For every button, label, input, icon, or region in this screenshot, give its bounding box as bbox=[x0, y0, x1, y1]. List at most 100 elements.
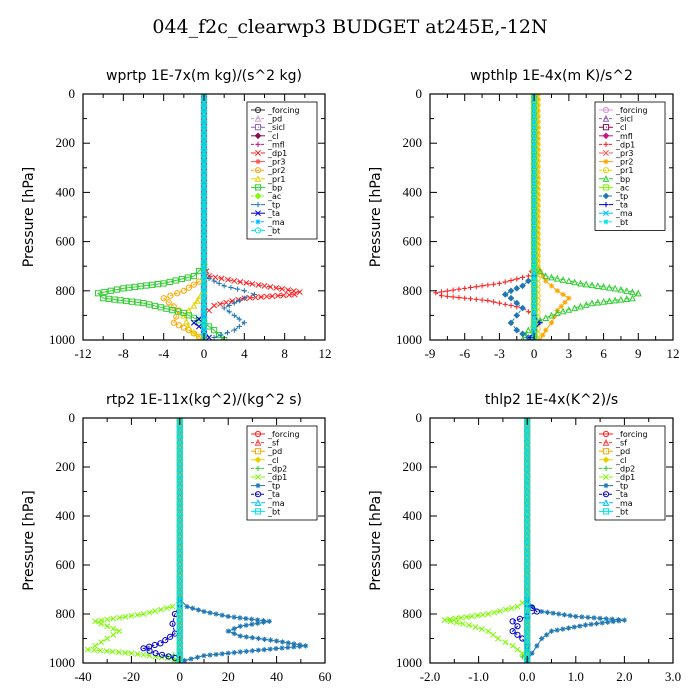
data-point bbox=[163, 605, 170, 612]
data-point bbox=[134, 611, 141, 618]
data-point bbox=[456, 286, 462, 292]
data-point bbox=[550, 610, 556, 616]
chart-panel-4: thlp2 1E-4x(K^2)/s Pressure [hPa] -2.0 -1.0… bbox=[368, 392, 681, 684]
data-point bbox=[531, 214, 537, 220]
data-point bbox=[235, 296, 242, 303]
data-point bbox=[531, 242, 537, 248]
legend-marker bbox=[602, 430, 610, 438]
data-point bbox=[255, 635, 262, 642]
data-point bbox=[588, 621, 594, 627]
data-point bbox=[195, 333, 203, 340]
data-point bbox=[531, 287, 537, 293]
data-point bbox=[629, 294, 636, 302]
legend-marker bbox=[602, 132, 610, 140]
data-point bbox=[241, 320, 247, 326]
data-point bbox=[548, 628, 555, 634]
data-point bbox=[485, 298, 491, 304]
data-point bbox=[213, 611, 219, 617]
data-point bbox=[566, 295, 572, 301]
legend-marker bbox=[254, 192, 262, 200]
data-point bbox=[591, 615, 597, 621]
data-point bbox=[165, 299, 172, 306]
x-tick-label: 3.0 bbox=[665, 669, 681, 684]
data-point bbox=[579, 614, 585, 620]
data-point bbox=[508, 302, 514, 309]
data-point bbox=[540, 332, 546, 338]
data-point bbox=[225, 628, 231, 634]
data-point bbox=[531, 124, 537, 131]
data-point bbox=[110, 625, 117, 632]
data-point bbox=[533, 608, 541, 615]
data-point bbox=[535, 135, 541, 142]
data-point bbox=[554, 288, 560, 294]
legend-entry: _bt bbox=[615, 507, 628, 516]
data-point bbox=[497, 608, 503, 615]
data-point bbox=[170, 303, 177, 310]
data-point bbox=[254, 617, 261, 623]
data-point bbox=[528, 334, 534, 340]
data-point bbox=[531, 259, 537, 265]
data-point bbox=[182, 317, 190, 325]
data-point bbox=[151, 302, 159, 310]
data-point bbox=[213, 651, 219, 658]
legend-entry: _tp bbox=[615, 192, 628, 201]
data-point bbox=[514, 623, 521, 630]
x-tick-label: -40 bbox=[74, 669, 91, 684]
legend-entry: _sf bbox=[267, 439, 279, 448]
data-point bbox=[252, 294, 259, 301]
data-point bbox=[131, 283, 138, 291]
series-line bbox=[511, 603, 538, 647]
data-point bbox=[249, 621, 255, 627]
data-point bbox=[261, 282, 268, 289]
data-point bbox=[290, 288, 297, 294]
data-point bbox=[502, 606, 509, 613]
data-point bbox=[146, 609, 153, 616]
data-point bbox=[140, 645, 147, 652]
data-point bbox=[600, 297, 607, 305]
data-point bbox=[122, 649, 129, 656]
data-point bbox=[531, 225, 537, 231]
data-point bbox=[273, 645, 279, 652]
legend-marker bbox=[603, 159, 609, 165]
legend-marker bbox=[255, 150, 261, 156]
data-point bbox=[496, 280, 503, 287]
data-point bbox=[531, 264, 537, 270]
data-point bbox=[531, 130, 537, 136]
data-point bbox=[241, 288, 247, 294]
data-point bbox=[623, 295, 631, 302]
data-point bbox=[558, 303, 564, 309]
x-tick-label: 20 bbox=[222, 669, 235, 684]
data-point bbox=[105, 295, 113, 302]
data-point bbox=[231, 278, 238, 284]
data-point bbox=[201, 186, 207, 192]
x-tick-label: 0 bbox=[177, 669, 184, 684]
data-point bbox=[485, 282, 491, 288]
data-point bbox=[243, 622, 249, 628]
data-point bbox=[110, 615, 117, 622]
x-tick-label: -8 bbox=[118, 346, 129, 361]
series-group bbox=[84, 418, 309, 663]
data-point bbox=[459, 620, 466, 627]
legend-entry: _pd bbox=[267, 115, 282, 124]
data-point bbox=[190, 605, 196, 611]
legend-entry: _tp bbox=[267, 201, 280, 210]
data-point bbox=[553, 309, 561, 317]
legend-entry: _ac bbox=[267, 192, 281, 201]
data-point bbox=[174, 290, 181, 297]
data-point bbox=[565, 277, 573, 285]
legend-entry: _forcing bbox=[267, 430, 300, 439]
data-point bbox=[531, 253, 537, 259]
data-point bbox=[110, 631, 117, 638]
data-point bbox=[474, 612, 481, 619]
data-point bbox=[542, 272, 550, 280]
data-point bbox=[617, 295, 625, 303]
data-point bbox=[577, 302, 584, 310]
data-point bbox=[218, 332, 224, 338]
data-point bbox=[285, 287, 291, 293]
legend-entry: _sf bbox=[615, 439, 627, 448]
data-point bbox=[634, 289, 642, 297]
data-point bbox=[531, 298, 537, 304]
data-point bbox=[478, 626, 485, 633]
legend-entry: _forcing bbox=[267, 106, 300, 115]
